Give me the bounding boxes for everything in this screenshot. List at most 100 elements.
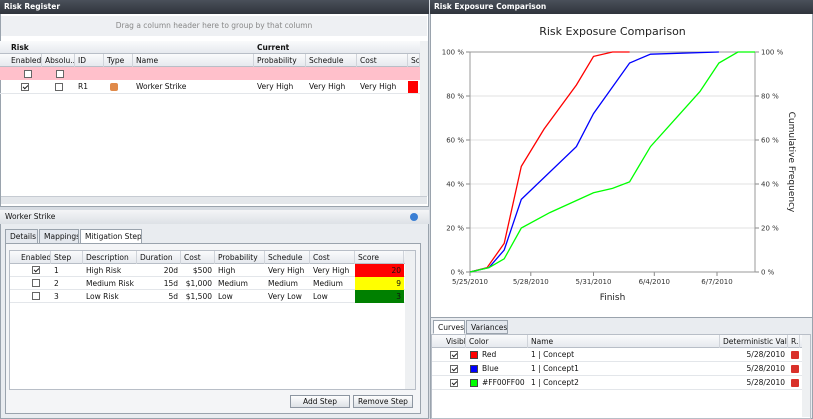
checkbox[interactable]	[450, 379, 458, 387]
cell: Medium	[265, 277, 310, 290]
column-header[interactable]: Probability	[215, 251, 265, 264]
checkbox[interactable]	[450, 351, 458, 359]
y-tick-label: 80 %	[446, 93, 464, 101]
column-header[interactable]: Deterministic Value	[720, 335, 788, 348]
cell: 20d	[137, 264, 181, 277]
column-header[interactable]: Absolu...	[42, 54, 75, 67]
cell: Very High	[265, 264, 310, 277]
delete-icon[interactable]	[791, 365, 799, 373]
x-tick-label: 6/7/2010	[701, 278, 732, 286]
column-header[interactable]: Cost	[357, 54, 408, 67]
column-header[interactable]: Visible	[443, 335, 466, 348]
checkbox[interactable]	[32, 279, 40, 287]
color-swatch	[470, 365, 478, 373]
column-header[interactable]: Enabled	[18, 251, 51, 264]
tab[interactable]: Mitigation Steps	[80, 229, 142, 244]
score-cell	[408, 81, 418, 93]
column-header[interactable]: Name	[133, 54, 254, 67]
column-header[interactable]: Description	[83, 251, 137, 264]
y2-tick-label: 80 %	[761, 93, 779, 101]
cell: Medium	[310, 277, 355, 290]
cell: 1	[51, 264, 83, 277]
column-header[interactable]: Score	[355, 251, 404, 264]
cell: Medium Risk	[83, 277, 137, 290]
column-header[interactable]: Color	[466, 335, 528, 348]
column-header[interactable]: Duration	[137, 251, 181, 264]
cell: Very High	[357, 80, 408, 94]
tab[interactable]: Variances	[466, 320, 508, 334]
scrollbar[interactable]	[1, 196, 427, 204]
cell: #FF00FF00	[479, 376, 528, 390]
cell: High Risk	[83, 264, 137, 277]
delete-icon[interactable]	[791, 351, 799, 359]
x-tick-label: 6/4/2010	[639, 278, 670, 286]
score-cell: 20	[355, 264, 404, 277]
cell: 15d	[137, 277, 181, 290]
panel-header: Risk Register	[0, 0, 429, 14]
y2-tick-label: 40 %	[761, 181, 779, 189]
column-header[interactable]: Name	[528, 335, 720, 348]
tab[interactable]: Curves	[433, 320, 465, 334]
y2-axis-label: Cumulative Frequency	[786, 112, 796, 213]
x-axis-label: Finish	[600, 293, 626, 303]
plot-border	[470, 52, 755, 272]
panel-header: Risk Exposure Comparison	[430, 0, 813, 14]
cell: Very High	[254, 80, 306, 94]
cell: Very High	[306, 80, 357, 94]
y2-tick-label: 0 %	[761, 269, 775, 277]
checkbox[interactable]	[32, 266, 40, 274]
tab[interactable]: Details	[5, 229, 38, 244]
column-header[interactable]: Step	[51, 251, 83, 264]
cell: 5d	[137, 290, 181, 303]
close-icon[interactable]	[410, 213, 418, 221]
line-series	[470, 52, 719, 272]
column-header[interactable]: Type	[104, 54, 133, 67]
checkbox[interactable]	[32, 292, 40, 300]
column-group: Current	[254, 41, 354, 54]
y-tick-label: 0 %	[451, 269, 465, 277]
scrollbar-vertical[interactable]	[405, 251, 415, 389]
cell: $1,000	[181, 277, 215, 290]
scrollbar-vertical[interactable]	[420, 41, 428, 196]
button[interactable]: Add Step	[290, 395, 350, 408]
tab[interactable]: Mappings	[39, 229, 79, 244]
line-series	[470, 52, 630, 272]
column-header[interactable]: R...	[788, 335, 800, 348]
cell: $1,500	[181, 290, 215, 303]
column-header[interactable]: ID	[75, 54, 104, 67]
cell: Blue	[479, 362, 528, 376]
y2-tick-label: 100 %	[761, 49, 784, 57]
type-icon	[110, 83, 118, 91]
column-header[interactable]: Enabled	[8, 54, 42, 67]
cell: Low	[310, 290, 355, 303]
delete-icon[interactable]	[791, 379, 799, 387]
cell: 1 | Concept	[528, 348, 720, 362]
checkbox[interactable]	[21, 83, 29, 91]
y-tick-label: 20 %	[446, 225, 464, 233]
column-header[interactable]: Probability	[254, 54, 306, 67]
y-tick-label: 100 %	[442, 49, 465, 57]
cell: 5/28/2010	[720, 376, 788, 390]
y2-tick-label: 60 %	[761, 137, 779, 145]
cell: Worker Strike	[133, 80, 254, 94]
cell: 3	[51, 290, 83, 303]
checkbox[interactable]	[56, 70, 64, 78]
column-group: Risk	[8, 41, 108, 54]
column-header[interactable]: Cost	[181, 251, 215, 264]
color-swatch	[470, 351, 478, 359]
checkbox[interactable]	[55, 83, 63, 91]
cell: 5/28/2010	[720, 362, 788, 376]
checkbox[interactable]	[24, 70, 32, 78]
cell: 1 | Concept1	[528, 362, 720, 376]
cell: 2	[51, 277, 83, 290]
column-header[interactable]: Cost	[310, 251, 355, 264]
checkbox[interactable]	[450, 365, 458, 373]
column-header[interactable]: Schedule	[265, 251, 310, 264]
column-header[interactable]: Sc	[408, 54, 420, 67]
scrollbar-vertical[interactable]	[802, 335, 810, 417]
cell: Medium	[215, 277, 265, 290]
column-header[interactable]: Schedule	[306, 54, 357, 67]
chart-title: Risk Exposure Comparison	[539, 25, 686, 38]
button[interactable]: Remove Step	[353, 395, 413, 408]
